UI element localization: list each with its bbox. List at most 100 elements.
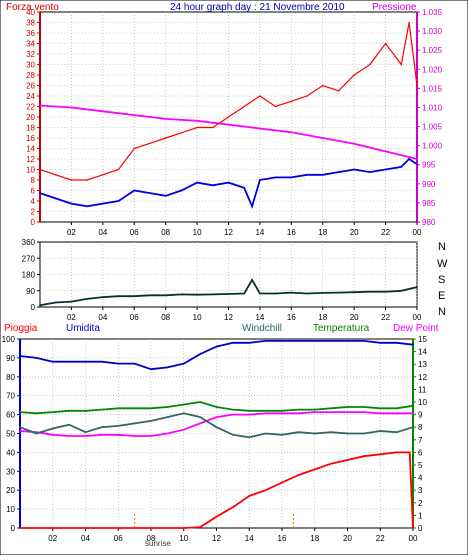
temperature-series-point	[150, 407, 152, 410]
direction-chart-xtick-label: 00	[413, 313, 422, 322]
direction-chart-xtick-label: 08	[161, 313, 170, 322]
temperature-series-point	[363, 406, 365, 408]
gust-series-point	[274, 105, 277, 108]
humidity-series-point	[297, 340, 300, 342]
gust-series-point	[196, 126, 198, 129]
dew-series-point	[346, 411, 349, 413]
climate-right-ytick-label: 15	[418, 335, 427, 344]
gust-series-point	[400, 63, 403, 66]
direction-chart-xtick-label: 06	[130, 313, 139, 322]
windchill-series-point	[363, 432, 365, 435]
climate-left-ytick-label: 10	[6, 505, 15, 514]
wind-axis-ytick-label: 10	[26, 166, 35, 175]
climate-chart-xtick-label: 10	[179, 534, 188, 543]
windchill-series-point	[297, 431, 300, 434]
humidity-series-point	[199, 353, 201, 355]
legend-windchill: Windchill	[242, 323, 282, 334]
wind-axis-ytick-label: 32	[26, 50, 35, 59]
wind-series-point	[251, 205, 253, 208]
temperature-series-point	[264, 410, 267, 412]
temperature-series-point	[117, 407, 120, 410]
pressure-axis-label: Pressione	[372, 2, 417, 13]
gust-series-point	[259, 95, 261, 97]
dew-series-point	[395, 412, 398, 415]
windchill-series-point	[395, 431, 398, 434]
climate-left-ytick-label: 30	[6, 467, 15, 476]
wind-series-point	[117, 200, 120, 202]
direction-series-point	[369, 290, 371, 293]
windchill-series-point	[232, 434, 234, 436]
windchill-series-point	[314, 432, 316, 435]
wind-axis-ytick-label: 24	[26, 92, 35, 101]
chart-title: 24 hour graph day : 21 Novembre 2010	[170, 2, 345, 13]
humidity-series-point	[84, 360, 87, 363]
direction-series-point	[337, 291, 340, 294]
rain-series-point	[379, 453, 382, 456]
gust-series-point	[102, 174, 104, 176]
temperature-series-point	[133, 407, 136, 410]
direction-chart-xtick-label: 04	[98, 313, 107, 322]
direction-series-point	[117, 295, 120, 298]
legend-dew-point: Dew Point	[393, 323, 439, 334]
climate-right-ytick-label: 1	[418, 511, 423, 520]
rain-series-point	[281, 481, 283, 484]
pressure-series-point	[133, 114, 136, 116]
direction-axis-ytick-label: 270	[22, 254, 36, 263]
legend-rain: Pioggia	[4, 323, 38, 334]
climate-right-ytick-label: 5	[418, 461, 423, 470]
direction-series-point	[227, 293, 230, 295]
dew-series-point	[52, 434, 54, 436]
rain-series-point	[84, 527, 87, 529]
temperature-series-point	[19, 411, 21, 413]
rain-series-point	[412, 527, 414, 529]
climate-chart-xtick-label: 16	[278, 534, 287, 543]
wind-series-point	[353, 168, 356, 171]
wind-axis-ytick-label: 30	[26, 61, 35, 70]
pressure-series-point	[102, 110, 104, 113]
temperature-series-point	[101, 408, 103, 411]
dew-series-point	[264, 412, 267, 415]
windchill-series-point	[199, 416, 201, 418]
gust-series-point	[212, 126, 214, 129]
windchill-series-point	[264, 432, 267, 435]
wind-axis-ytick-label: 4	[31, 197, 36, 206]
wind-series-point	[243, 187, 245, 189]
climate-left-ytick-label: 80	[6, 373, 15, 382]
climate-chart-xtick-label: 02	[48, 534, 57, 543]
rain-series-point	[52, 527, 54, 529]
climate-left-ytick-label: 0	[11, 524, 16, 533]
dew-series-point	[248, 413, 251, 416]
direction-series-point	[133, 295, 136, 298]
humidity-series-point	[166, 366, 169, 369]
dir-label-w: W	[437, 258, 448, 270]
humidity-series-point	[412, 343, 414, 346]
gust-series	[39, 22, 418, 181]
wind-series-point	[149, 192, 151, 194]
wind-axis-ytick-label: 6	[31, 187, 36, 196]
gust-series-point	[369, 63, 371, 66]
direction-series-point	[353, 291, 356, 294]
dew-series-point	[232, 413, 234, 416]
wind-series-point	[416, 163, 418, 166]
wind-series-point	[54, 197, 57, 200]
climate-left-ytick-label: 40	[6, 448, 15, 457]
wind-axis-ytick-label: 36	[26, 29, 35, 38]
temperature-series-point	[183, 403, 185, 406]
pressure-axis-ytick-label: 1.015	[422, 84, 443, 93]
temperature-series-point	[395, 407, 398, 410]
temperature-series-point	[84, 410, 87, 412]
humidity-series-point	[133, 362, 136, 365]
windchill-series-point	[84, 431, 87, 434]
wind-chart-xtick-label: 04	[98, 228, 107, 237]
pressure-axis-ytick-label: 1.025	[422, 46, 443, 55]
wind-axis-ytick-label: 14	[26, 145, 35, 154]
climate-chart-xtick-label: 00	[409, 534, 418, 543]
gust-series-point	[164, 137, 167, 139]
rain-series-point	[215, 515, 218, 518]
dew-series-point	[68, 435, 70, 437]
climate-right-ytick-label: 4	[418, 474, 423, 483]
wind-series-point	[306, 174, 308, 176]
gust-series-point	[337, 90, 340, 92]
climate-right-ytick-label: 0	[418, 524, 423, 533]
climate-right-ytick-label: 13	[418, 360, 427, 369]
